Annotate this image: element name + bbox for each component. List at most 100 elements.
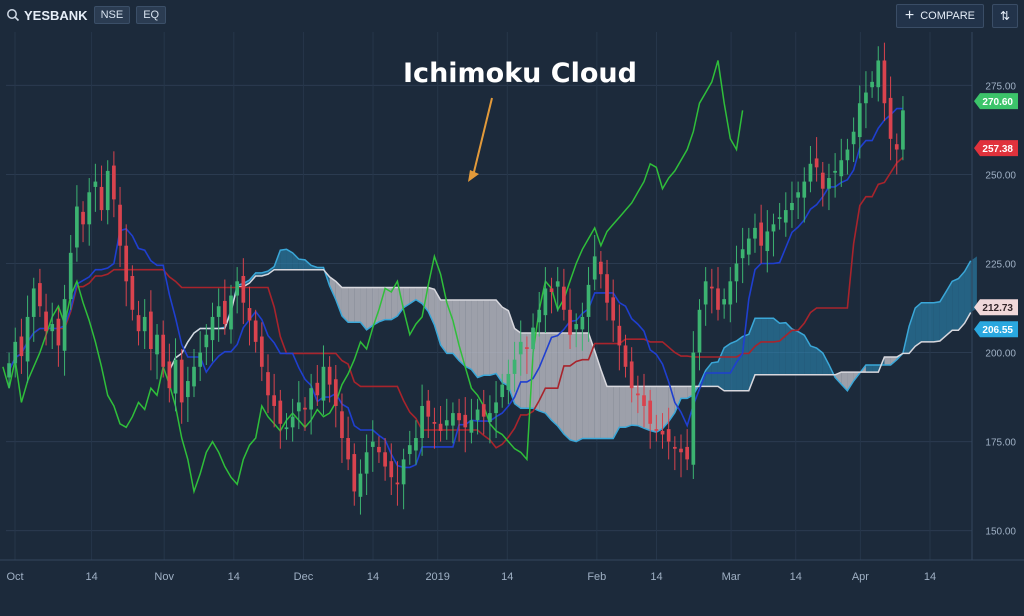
candle[interactable] (814, 137, 819, 182)
candle[interactable] (562, 268, 566, 321)
candle[interactable] (629, 347, 634, 403)
candle[interactable] (414, 420, 418, 465)
candle[interactable] (56, 308, 61, 367)
candle[interactable] (75, 185, 79, 262)
candle[interactable] (845, 138, 850, 175)
candle[interactable] (136, 300, 141, 346)
candle[interactable] (623, 334, 628, 378)
candle[interactable] (241, 258, 246, 325)
candle[interactable] (759, 204, 763, 264)
candle[interactable] (672, 436, 677, 471)
candle[interactable] (697, 299, 702, 371)
candle[interactable] (568, 288, 572, 349)
candle[interactable] (222, 279, 227, 335)
candle[interactable] (537, 292, 542, 337)
candle[interactable] (444, 398, 449, 440)
candle[interactable] (38, 268, 42, 317)
candle[interactable] (833, 153, 837, 198)
candle[interactable] (728, 267, 733, 323)
candle[interactable] (679, 434, 683, 478)
candle[interactable] (438, 405, 443, 442)
candle[interactable] (666, 407, 671, 460)
candle[interactable] (130, 265, 135, 321)
candle[interactable] (709, 268, 714, 314)
candle[interactable] (99, 165, 104, 221)
candle[interactable] (685, 429, 690, 471)
candle[interactable] (112, 151, 116, 218)
candle[interactable] (525, 336, 529, 374)
candle[interactable] (340, 393, 344, 463)
candle[interactable] (716, 267, 720, 321)
candle[interactable] (765, 210, 770, 273)
candle[interactable] (753, 213, 757, 253)
candle[interactable] (488, 395, 492, 444)
candle[interactable] (783, 192, 788, 237)
candle[interactable] (364, 434, 369, 496)
candle[interactable] (395, 461, 400, 506)
candle[interactable] (290, 398, 295, 442)
candle[interactable] (420, 384, 424, 456)
candle[interactable] (463, 397, 468, 453)
candle[interactable] (149, 290, 153, 371)
candle[interactable] (210, 302, 215, 362)
candle[interactable] (636, 375, 640, 414)
candle[interactable] (870, 71, 874, 98)
candle[interactable] (346, 416, 350, 471)
candle[interactable] (7, 352, 11, 389)
candle[interactable] (327, 356, 332, 403)
candle[interactable] (549, 277, 554, 314)
candle[interactable] (68, 235, 73, 310)
candle[interactable] (771, 213, 776, 257)
candle[interactable] (894, 133, 899, 175)
candle[interactable] (407, 430, 412, 465)
exchange-badge[interactable]: NSE (93, 6, 131, 24)
symbol-search[interactable]: YESBANK (6, 8, 88, 23)
candle[interactable] (87, 178, 92, 246)
candle[interactable] (451, 402, 455, 444)
candle[interactable] (333, 365, 338, 428)
candles[interactable] (7, 42, 905, 515)
candle[interactable] (204, 324, 209, 366)
candle[interactable] (161, 320, 166, 378)
candle[interactable] (494, 381, 498, 439)
candle[interactable] (93, 163, 98, 212)
candle[interactable] (383, 438, 387, 481)
candle[interactable] (19, 318, 24, 374)
candle[interactable] (62, 284, 67, 376)
candle[interactable] (432, 407, 437, 449)
candle[interactable] (518, 320, 523, 376)
candle[interactable] (401, 448, 406, 510)
candle[interactable] (888, 76, 893, 161)
candle[interactable] (315, 365, 320, 406)
symbol-name[interactable]: YESBANK (24, 7, 88, 23)
candle[interactable] (272, 373, 276, 428)
candle[interactable] (703, 267, 708, 326)
candle[interactable] (592, 235, 597, 291)
candle[interactable] (481, 389, 486, 435)
candle[interactable] (303, 397, 307, 431)
candle[interactable] (389, 443, 394, 496)
candle[interactable] (13, 327, 18, 378)
candle[interactable] (167, 343, 172, 403)
candle[interactable] (599, 251, 603, 289)
candle[interactable] (531, 313, 535, 360)
candle[interactable] (44, 293, 48, 346)
candle[interactable] (247, 286, 252, 346)
candle[interactable] (740, 227, 745, 284)
candle[interactable] (253, 309, 258, 353)
candle[interactable] (820, 162, 825, 207)
candle[interactable] (648, 389, 653, 449)
candle[interactable] (882, 42, 887, 122)
candle[interactable] (796, 181, 800, 219)
candle[interactable] (734, 245, 739, 303)
candle[interactable] (642, 373, 646, 428)
candle[interactable] (370, 420, 375, 472)
sort-button[interactable]: ⇅ (992, 4, 1018, 28)
candle[interactable] (580, 302, 585, 351)
candle[interactable] (278, 389, 283, 449)
candle[interactable] (574, 313, 579, 348)
candle[interactable] (31, 277, 36, 342)
candle[interactable] (500, 373, 505, 408)
candle[interactable] (186, 366, 190, 422)
candle[interactable] (173, 338, 178, 412)
